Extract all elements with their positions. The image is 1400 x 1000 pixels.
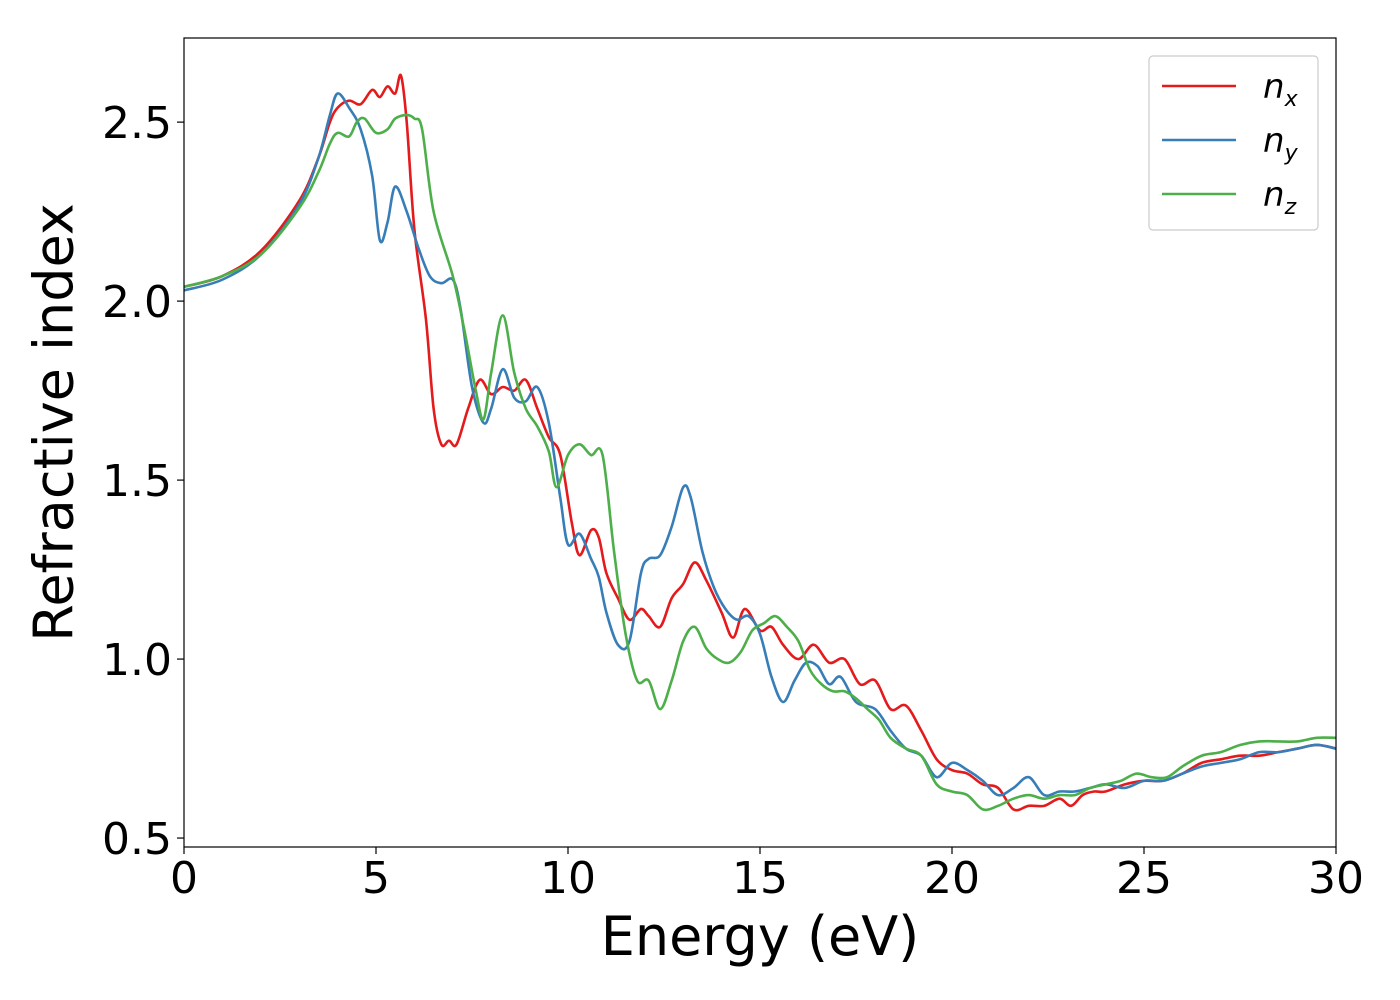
- x-axis-title: Energy (eV): [601, 905, 920, 968]
- y-tick-label: 0.5: [102, 814, 172, 865]
- x-tick-label: 5: [362, 853, 390, 904]
- y-tick-label: 1.0: [102, 635, 172, 686]
- x-tick-label: 10: [540, 853, 596, 904]
- series-line-ny: [184, 92, 1336, 797]
- x-axis-ticks: 0 5 10 15 20 25 30: [170, 847, 1364, 904]
- legend-label-nx: nx: [1263, 67, 1299, 112]
- y-axis-title: Refractive index: [23, 203, 86, 642]
- y-tick-label: 1.5: [102, 456, 172, 507]
- x-tick-label: 30: [1308, 853, 1364, 904]
- legend-label-ny: ny: [1263, 121, 1299, 166]
- series-layer: [184, 73, 1336, 812]
- legend-box: [1148, 55, 1319, 231]
- y-axis-ticks: 0.5 1.0 1.5 2.0 2.5: [102, 98, 184, 865]
- y-tick-label: 2.5: [102, 98, 172, 149]
- x-tick-label: 0: [170, 853, 198, 904]
- x-tick-label: 20: [924, 853, 980, 904]
- series-line-nx: [184, 73, 1336, 812]
- y-tick-label: 2.0: [102, 277, 172, 328]
- x-tick-label: 25: [1116, 853, 1172, 904]
- x-tick-label: 15: [732, 853, 788, 904]
- series-line-nz: [184, 113, 1336, 812]
